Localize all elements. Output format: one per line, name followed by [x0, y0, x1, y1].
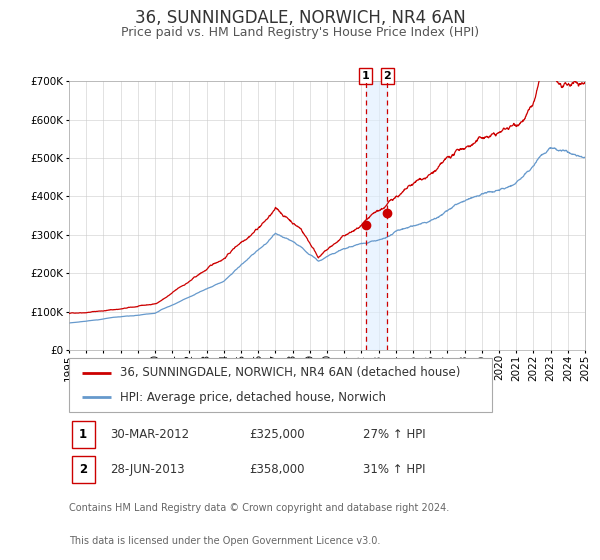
Text: 30-MAR-2012: 30-MAR-2012	[110, 428, 190, 441]
Text: This data is licensed under the Open Government Licence v3.0.: This data is licensed under the Open Gov…	[69, 536, 380, 546]
Text: Contains HM Land Registry data © Crown copyright and database right 2024.: Contains HM Land Registry data © Crown c…	[69, 503, 449, 513]
FancyBboxPatch shape	[69, 358, 492, 412]
Text: Price paid vs. HM Land Registry's House Price Index (HPI): Price paid vs. HM Land Registry's House …	[121, 26, 479, 39]
Text: 36, SUNNINGDALE, NORWICH, NR4 6AN: 36, SUNNINGDALE, NORWICH, NR4 6AN	[134, 9, 466, 27]
Text: £358,000: £358,000	[250, 463, 305, 476]
FancyBboxPatch shape	[71, 456, 95, 483]
Text: 1: 1	[362, 71, 370, 81]
Text: HPI: Average price, detached house, Norwich: HPI: Average price, detached house, Norw…	[120, 391, 386, 404]
Bar	[365, 81, 387, 350]
Text: 1: 1	[79, 428, 87, 441]
Text: 28-JUN-2013: 28-JUN-2013	[110, 463, 185, 476]
Text: 2: 2	[383, 71, 391, 81]
Text: 31% ↑ HPI: 31% ↑ HPI	[363, 463, 425, 476]
Text: 27% ↑ HPI: 27% ↑ HPI	[363, 428, 426, 441]
FancyBboxPatch shape	[71, 421, 95, 448]
Text: 36, SUNNINGDALE, NORWICH, NR4 6AN (detached house): 36, SUNNINGDALE, NORWICH, NR4 6AN (detac…	[120, 366, 460, 379]
Text: 2: 2	[79, 463, 87, 476]
Text: £325,000: £325,000	[250, 428, 305, 441]
